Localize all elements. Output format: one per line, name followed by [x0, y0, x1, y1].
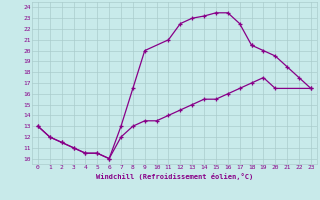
- X-axis label: Windchill (Refroidissement éolien,°C): Windchill (Refroidissement éolien,°C): [96, 173, 253, 180]
